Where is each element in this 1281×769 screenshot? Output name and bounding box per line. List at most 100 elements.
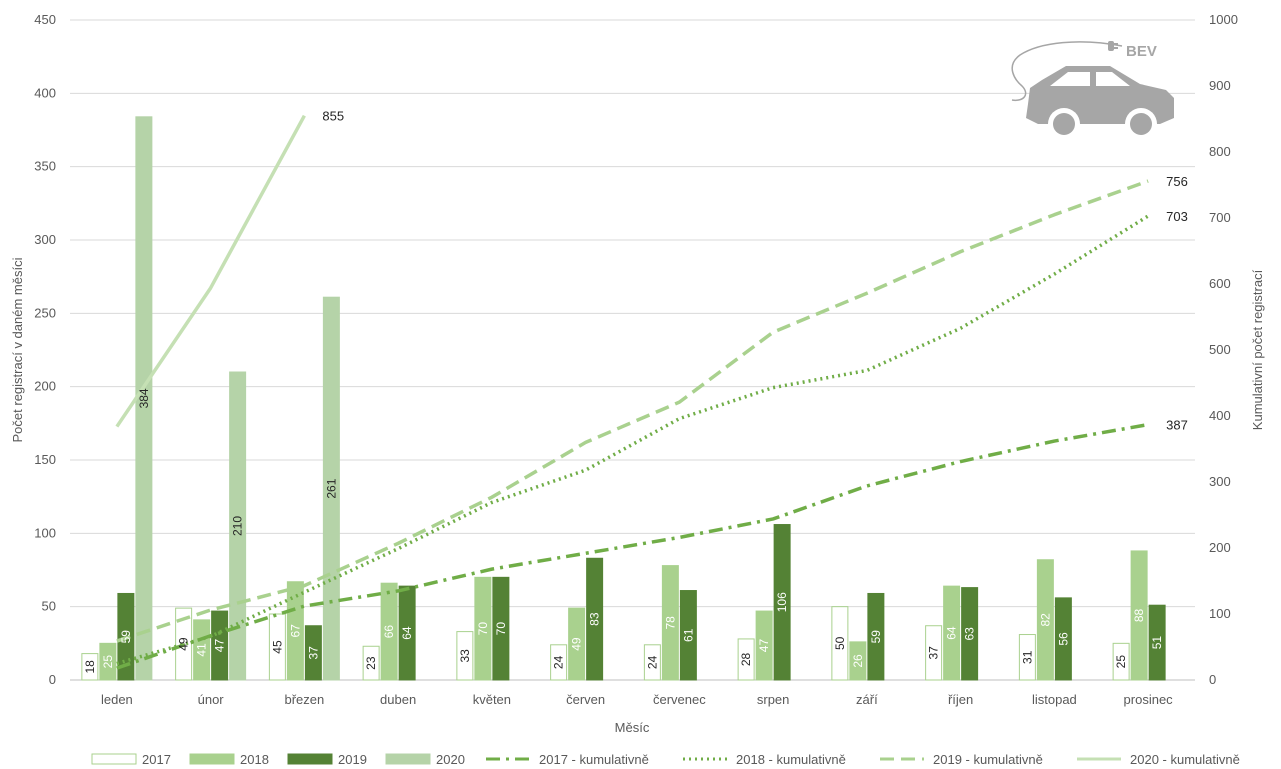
bar-value-label: 49: [570, 637, 584, 651]
bar-2018: [568, 607, 586, 681]
bar-value-label: 63: [963, 627, 977, 641]
bar-2018: [661, 565, 679, 681]
bar-value-label: 28: [739, 652, 753, 666]
bar-2018: [380, 582, 398, 681]
bar-2017: [925, 625, 943, 681]
legend-swatch: [385, 753, 431, 765]
y-tick-right: 0: [1209, 672, 1216, 687]
bar-value-label: 59: [119, 630, 133, 644]
axes: 0 50 100 150 200 250 300 350 400 450 0 100 200 300 400…: [34, 12, 1238, 707]
bar-2018: [943, 585, 961, 681]
grid-lines: [70, 19, 1195, 681]
legend-label: 2020: [436, 752, 465, 767]
electric-car-icon: [1011, 41, 1174, 140]
legend: 2017 2018 2019 2020 2017 - kumulativně 2018 -…: [91, 752, 1240, 767]
bar-value-label: 33: [458, 649, 472, 663]
bar-value-label: 47: [213, 639, 227, 653]
bar-2019: [304, 625, 322, 681]
bar-2018: [99, 642, 117, 681]
bar-2017: [1018, 634, 1036, 681]
bar-value-label: 78: [663, 616, 677, 630]
bar-2018: [1036, 559, 1054, 681]
bar-2017: [737, 638, 755, 681]
bar-2019: [1148, 604, 1166, 681]
line-2017---kumulativně: [116, 422, 1149, 670]
legend-label: 2019 - kumulativně: [933, 752, 1043, 767]
bar-value-label: 56: [1056, 632, 1070, 646]
bar-2019: [773, 524, 791, 681]
y-tick-left: 150: [34, 452, 56, 467]
x-tick-label: srpen: [757, 692, 790, 707]
bar-value-label: 61: [681, 628, 695, 642]
bar-2018: [474, 576, 492, 681]
bar-2017: [831, 606, 849, 681]
legend-swatch: [189, 753, 235, 765]
x-tick-label: květen: [473, 692, 511, 707]
y-tick-right: 400: [1209, 408, 1231, 423]
y-tick-right: 300: [1209, 474, 1231, 489]
bar-2018: [193, 619, 211, 681]
bar-value-label: 23: [364, 656, 378, 670]
bar-2017: [1112, 642, 1130, 681]
legend-label: 2017: [142, 752, 171, 767]
bar-value-label: 70: [476, 622, 490, 636]
bar-value-label: 24: [552, 655, 566, 669]
bar-value-label: 37: [927, 646, 941, 660]
y-tick-left: 300: [34, 232, 56, 247]
line-end-label: 703: [1166, 209, 1188, 224]
line-2020---kumulativně: [115, 114, 306, 428]
bar-value-label: 66: [382, 625, 396, 639]
data-labels: 18 49 45 23 33 24 24 28 50 37 31 25 25 41 67 66 70 49 78 47…: [83, 109, 1188, 674]
bar-2019: [492, 576, 510, 681]
bar-value-label: 24: [645, 655, 659, 669]
bar-2018: [755, 610, 773, 681]
x-tick-label: listopad: [1032, 692, 1077, 707]
x-tick-label: prosinec: [1124, 692, 1174, 707]
bar-value-label: 51: [1150, 636, 1164, 650]
bar-value-label: 49: [177, 637, 191, 651]
bar-2018: [849, 641, 867, 681]
bar-2017: [362, 645, 380, 681]
bar-value-label: 82: [1038, 613, 1052, 627]
y-tick-right: 800: [1209, 144, 1231, 159]
y-tick-right: 600: [1209, 276, 1231, 291]
legend-label: 2018 - kumulativně: [736, 752, 846, 767]
bar-value-label: 25: [1114, 655, 1128, 669]
bar-2018: [286, 581, 304, 681]
bar-2020: [322, 296, 340, 681]
bar-value-label: 41: [195, 643, 209, 657]
y-tick-left: 50: [42, 599, 56, 614]
line-end-label: 387: [1166, 418, 1188, 433]
bar-value-label: 67: [288, 624, 302, 638]
cumulative-lines: [115, 114, 1150, 670]
x-tick-label: červen: [566, 692, 605, 707]
bar-value-label: 83: [588, 612, 602, 626]
line-end-label: 756: [1166, 174, 1188, 189]
bar-2019: [867, 592, 885, 681]
bar-2018: [1130, 550, 1148, 681]
bar-value-label: 45: [270, 640, 284, 654]
legend-label: 2018: [240, 752, 269, 767]
bar-2019: [586, 557, 604, 681]
bar-value-label: 64: [945, 626, 959, 640]
legend-swatch: [287, 753, 333, 765]
bar-2017: [550, 644, 568, 681]
y-tick-right: 200: [1209, 540, 1231, 555]
bar-2017: [643, 644, 661, 681]
bar-value-label: 64: [400, 626, 414, 640]
bar-2017: [81, 653, 99, 681]
bar-2017: [268, 613, 286, 681]
y-tick-left: 400: [34, 85, 56, 100]
bar-2019: [961, 587, 979, 681]
x-tick-label: červenec: [653, 692, 706, 707]
line-2018---kumulativně: [116, 214, 1150, 666]
y-tick-left: 100: [34, 525, 56, 540]
bar-value-label: 106: [775, 592, 789, 612]
x-tick-label: březen: [285, 692, 325, 707]
bar-2019: [679, 590, 697, 681]
x-tick-label: leden: [101, 692, 133, 707]
bar-value-label: 210: [231, 516, 245, 536]
bar-value-label: 261: [324, 478, 338, 498]
legend-swatch: [91, 753, 137, 765]
line-2019---kumulativně: [116, 179, 1149, 643]
